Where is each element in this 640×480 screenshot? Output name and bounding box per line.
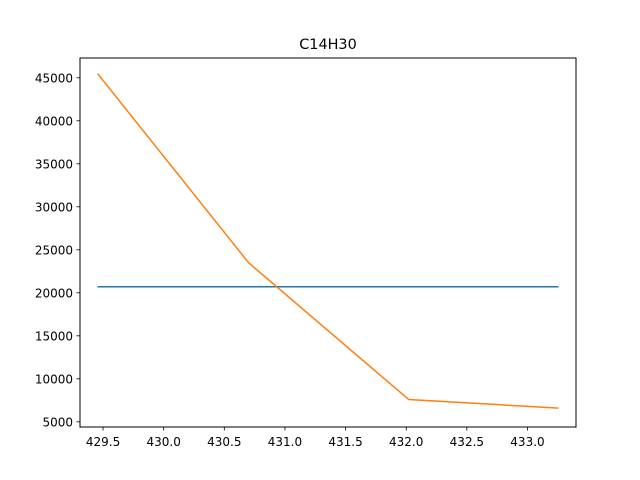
x-tick-label: 433.0 <box>510 435 544 449</box>
y-tick-label: 30000 <box>35 200 73 214</box>
y-axis-ticks: 5000 10000 15000 20000 25000 30000 35000 40000 4… <box>35 71 80 429</box>
y-tick-label: 45000 <box>35 71 73 85</box>
y-tick-label: 10000 <box>35 372 73 386</box>
chart-title: C14H30 <box>299 37 357 53</box>
y-tick-label: 20000 <box>35 286 73 300</box>
x-tick-label: 430.5 <box>207 435 241 449</box>
x-tick-label: 431.0 <box>268 435 302 449</box>
y-tick-label: 15000 <box>35 329 73 343</box>
x-tick-label: 432.0 <box>389 435 423 449</box>
y-tick-label: 35000 <box>35 157 73 171</box>
y-tick-label: 5000 <box>42 415 73 429</box>
plot-area-frame <box>79 57 577 428</box>
x-tick-label: 432.5 <box>450 435 484 449</box>
x-tick-label: 431.5 <box>328 435 362 449</box>
y-tick-label: 40000 <box>35 114 73 128</box>
x-axis-ticks: 429.5 430.0 430.5 431.0 431.5 432.0 432.5 433.0 <box>86 427 545 449</box>
series-line-2 <box>97 73 559 409</box>
y-tick-label: 25000 <box>35 243 73 257</box>
x-tick-label: 430.0 <box>146 435 180 449</box>
x-tick-label: 429.5 <box>86 435 120 449</box>
series-layer <box>97 73 559 409</box>
